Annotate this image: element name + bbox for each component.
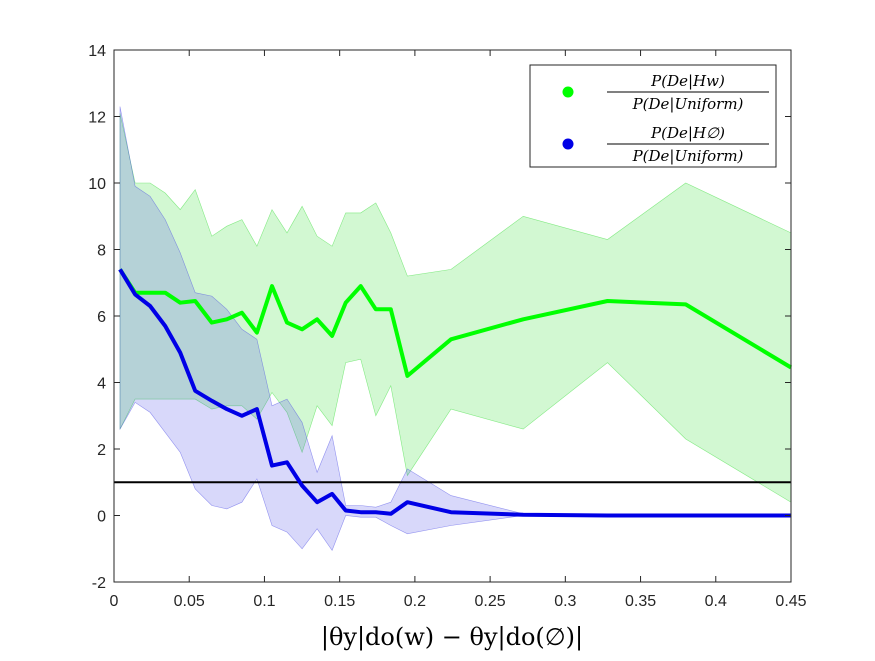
x-tick-label: 0.2 bbox=[404, 593, 426, 610]
legend-denominator-2: P(De|Uniform) bbox=[632, 147, 744, 165]
y-tick-label: 10 bbox=[88, 176, 106, 193]
legend-denominator-1: P(De|Uniform) bbox=[632, 95, 744, 113]
x-tick-label: 0.35 bbox=[625, 593, 656, 610]
series-lines bbox=[118, 268, 793, 518]
legend-marker-1 bbox=[562, 86, 574, 98]
legend-box bbox=[529, 64, 777, 168]
y-tick-label: 4 bbox=[97, 376, 106, 393]
y-tick-label: 14 bbox=[88, 43, 106, 60]
x-tick-label: 0.25 bbox=[475, 593, 506, 610]
x-tick-label: 0.05 bbox=[174, 593, 205, 610]
series-line-2 bbox=[118, 268, 791, 518]
x-tick-label: 0 bbox=[110, 593, 119, 610]
x-tick-label: 0.4 bbox=[705, 593, 727, 610]
y-tick-label: 2 bbox=[97, 442, 106, 459]
x-tick-label: 0.15 bbox=[324, 593, 355, 610]
y-tick-label: -2 bbox=[92, 575, 106, 592]
legend-marker-2 bbox=[562, 138, 574, 150]
x-tick-label: 0.3 bbox=[554, 593, 576, 610]
y-tick-label: 8 bbox=[97, 243, 106, 260]
series-line-1 bbox=[118, 268, 793, 378]
legend-numerator-2: P(De|H∅) bbox=[650, 124, 725, 142]
legend-numerator-1: P(De|Hw) bbox=[650, 72, 725, 90]
x-axis-label: |θy|do(w) − θy|do(∅)| bbox=[321, 623, 583, 652]
x-tick-label: 0.45 bbox=[775, 593, 806, 610]
y-axis-ticks: -2 0 2 4 6 8 10 12 14 bbox=[88, 43, 791, 592]
x-tick-label: 0.1 bbox=[253, 593, 275, 610]
x-axis-ticks: 0 0.05 0.1 0.15 0.2 0.25 0.3 0.35 0.4 0.45 bbox=[110, 50, 807, 610]
y-tick-label: 6 bbox=[97, 309, 106, 326]
y-tick-label: 0 bbox=[97, 509, 106, 526]
legend: P(De|Hw) P(De|Uniform) P(De|H∅) P(De|Unifor… bbox=[529, 64, 777, 168]
y-tick-label: 12 bbox=[88, 110, 106, 127]
